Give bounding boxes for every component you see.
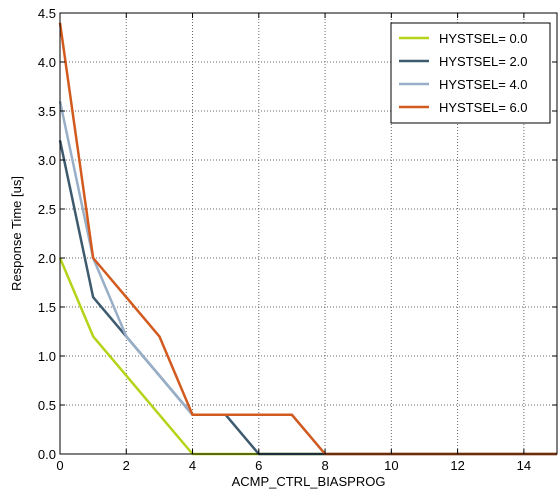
x-tick-label: 12 <box>450 458 464 473</box>
y-tick-label: 3.5 <box>38 104 56 119</box>
x-tick-label: 0 <box>56 458 63 473</box>
y-tick-label: 4.5 <box>38 6 56 21</box>
legend-label: HYSTSEL= 2.0 <box>439 54 528 69</box>
x-tick-label: 10 <box>384 458 398 473</box>
x-tick-label: 8 <box>321 458 328 473</box>
plot-frame <box>59 12 558 455</box>
y-tick-label: 4.0 <box>38 55 56 70</box>
y-tick-label: 2.0 <box>38 251 56 266</box>
y-tick-label: 2.5 <box>38 202 56 217</box>
legend: HYSTSEL= 0.0 HYSTSEL= 2.0 HYSTSEL= 4.0 HYST… <box>390 22 551 124</box>
y-tick-label: 1.0 <box>38 349 56 364</box>
y-tick-label: 0.0 <box>38 447 56 462</box>
x-tick-label: 4 <box>189 458 196 473</box>
y-tick-label: 0.5 <box>38 398 56 413</box>
x-axis-label: ACMP_CTRL_BIASPROG <box>232 474 386 489</box>
x-tick-label: 6 <box>255 458 262 473</box>
legend-label: HYSTSEL= 4.0 <box>439 77 528 92</box>
y-tick-label: 1.5 <box>38 300 56 315</box>
y-tick-label: 3.0 <box>38 153 56 168</box>
x-tick-label: 2 <box>123 458 130 473</box>
x-tick-label: 14 <box>517 458 531 473</box>
series-line-hystsel-1 <box>58 140 557 456</box>
axis-ticks: 0 2 4 6 8 10 12 14 0.0 0.5 1.0 1.5 2.0 2.5 3.0 3.5 4.0 4.… <box>38 6 557 473</box>
series-line-hystsel-0 <box>58 257 557 456</box>
legend-label: HYSTSEL= 0.0 <box>439 31 528 46</box>
legend-label: HYSTSEL= 6.0 <box>439 100 528 115</box>
series-line-hystsel-2 <box>58 100 557 456</box>
y-axis-label: Response Time [us] <box>9 176 24 291</box>
